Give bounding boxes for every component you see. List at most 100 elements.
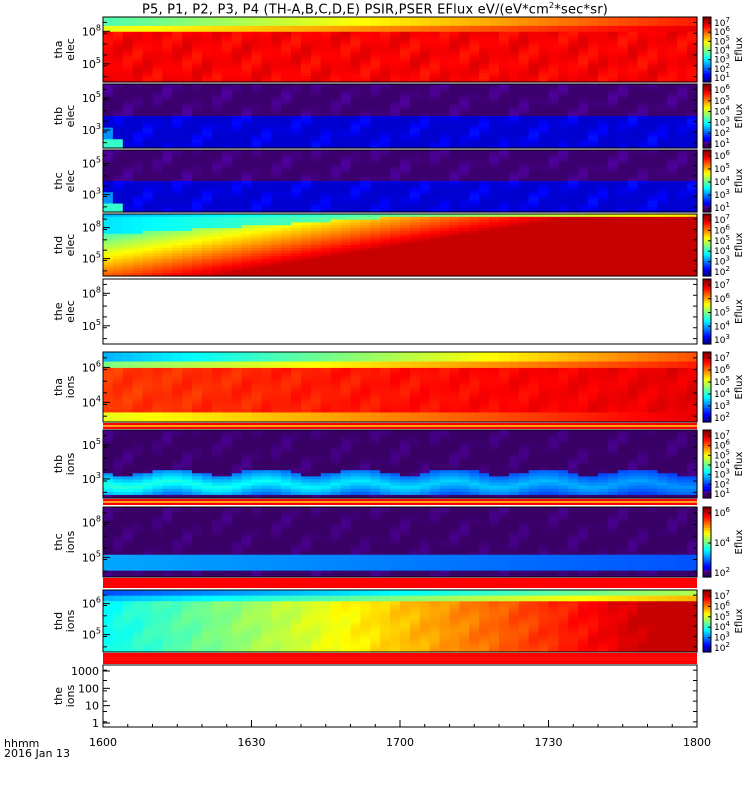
heatmap-cell bbox=[251, 95, 262, 100]
heatmap-cell bbox=[687, 145, 698, 149]
heatmap-cell bbox=[617, 127, 629, 132]
heatmap-cell bbox=[508, 104, 520, 108]
heatmap-cell bbox=[627, 58, 639, 62]
heatmap-cell bbox=[211, 17, 223, 21]
heatmap-cell bbox=[330, 46, 342, 51]
heatmap-cell bbox=[687, 43, 698, 48]
heatmap-cell bbox=[370, 124, 381, 129]
heatmap-cell bbox=[607, 95, 619, 100]
heatmap-cell bbox=[469, 113, 480, 117]
colorbar-frame bbox=[702, 16, 712, 83]
colorbar-cell bbox=[703, 126, 711, 130]
heatmap-cell bbox=[241, 121, 253, 126]
heatmap-cell bbox=[429, 92, 441, 97]
heatmap-cell bbox=[231, 142, 243, 146]
heatmap-cell bbox=[479, 73, 490, 77]
heatmap-cell bbox=[340, 70, 352, 74]
heatmap-cell bbox=[499, 124, 510, 129]
heatmap-cell bbox=[400, 121, 411, 126]
heatmap-cell bbox=[657, 118, 668, 123]
heatmap-cell bbox=[301, 101, 312, 105]
heatmap-cell bbox=[637, 127, 649, 132]
heatmap-cell bbox=[568, 25, 579, 30]
heatmap-cell bbox=[271, 22, 282, 27]
heatmap-cell bbox=[429, 127, 441, 132]
heatmap-cell bbox=[429, 34, 441, 39]
heatmap-cell bbox=[340, 89, 352, 94]
heatmap-cell bbox=[558, 19, 569, 24]
heatmap-cell bbox=[598, 104, 609, 108]
heatmap-cell bbox=[380, 22, 391, 27]
heatmap-cell bbox=[400, 145, 411, 149]
heatmap-cell bbox=[241, 107, 253, 111]
heatmap-cell bbox=[469, 92, 480, 97]
heatmap-cell bbox=[221, 61, 233, 65]
heatmap-cell bbox=[291, 104, 302, 108]
heatmap-cell bbox=[122, 145, 134, 149]
heatmap-cell bbox=[429, 76, 441, 80]
heatmap-cell bbox=[578, 79, 589, 83]
heatmap-cell bbox=[548, 25, 559, 30]
heatmap-cell bbox=[192, 49, 203, 54]
heatmap-cell bbox=[548, 43, 559, 48]
heatmap-cell bbox=[320, 70, 332, 74]
heatmap-cell bbox=[647, 145, 658, 149]
heatmap-cell bbox=[162, 104, 173, 108]
heatmap-cell bbox=[677, 58, 688, 62]
heatmap-cell bbox=[202, 37, 213, 42]
heatmap-cell bbox=[221, 133, 233, 137]
heatmap-cell bbox=[558, 86, 569, 91]
heatmap-cell bbox=[489, 139, 500, 143]
heatmap-cell bbox=[380, 70, 391, 74]
heatmap-cell bbox=[152, 169, 163, 174]
heatmap-cell bbox=[182, 67, 193, 71]
heatmap-cell bbox=[221, 34, 233, 39]
heatmap-cell bbox=[518, 58, 530, 62]
heatmap-cell bbox=[558, 70, 569, 74]
heatmap-cell bbox=[122, 76, 134, 80]
heatmap-cell bbox=[489, 64, 500, 68]
heatmap-cell bbox=[439, 52, 451, 56]
heatmap-cell bbox=[419, 43, 431, 48]
heatmap-cell bbox=[192, 98, 203, 103]
heatmap-cell bbox=[627, 43, 639, 48]
heatmap-cell bbox=[251, 121, 262, 126]
heatmap-cell bbox=[281, 55, 292, 59]
heatmap-cell bbox=[617, 139, 629, 143]
heatmap-cell bbox=[617, 86, 629, 91]
heatmap-cell bbox=[350, 34, 361, 39]
heatmap-cell bbox=[330, 107, 342, 111]
heatmap-cell bbox=[251, 145, 262, 149]
heatmap-cell bbox=[400, 139, 411, 143]
heatmap-cell bbox=[291, 22, 302, 27]
heatmap-cell bbox=[469, 67, 480, 71]
heatmap-cell bbox=[122, 98, 134, 103]
heatmap-cell bbox=[568, 136, 579, 140]
heatmap-cell bbox=[202, 70, 213, 74]
heatmap-cell bbox=[607, 89, 619, 94]
heatmap-cell bbox=[281, 70, 292, 74]
heatmap-cell bbox=[231, 130, 243, 135]
heatmap-cell bbox=[558, 73, 569, 77]
heatmap-cell bbox=[548, 79, 559, 83]
heatmap-cell bbox=[538, 58, 550, 62]
colorbar-cell bbox=[703, 47, 711, 51]
heatmap-cell bbox=[538, 70, 550, 74]
heatmap-cell bbox=[112, 118, 124, 123]
heatmap-cell bbox=[301, 116, 312, 120]
heatmap-cell bbox=[310, 17, 322, 21]
heatmap-cell bbox=[578, 92, 589, 97]
heatmap-cell bbox=[677, 79, 688, 83]
heatmap-cell bbox=[469, 136, 480, 140]
heatmap-cell bbox=[350, 130, 361, 135]
heatmap-cell bbox=[558, 17, 569, 21]
heatmap-cell bbox=[271, 95, 282, 100]
heatmap-cell bbox=[538, 31, 550, 36]
heatmap-cell bbox=[390, 145, 401, 149]
heatmap-cell bbox=[479, 31, 490, 36]
heatmap-cell bbox=[142, 130, 154, 135]
heatmap-cell bbox=[370, 52, 381, 56]
heatmap-cell bbox=[390, 84, 401, 88]
heatmap-cell bbox=[340, 46, 352, 51]
heatmap-cell bbox=[489, 49, 500, 54]
